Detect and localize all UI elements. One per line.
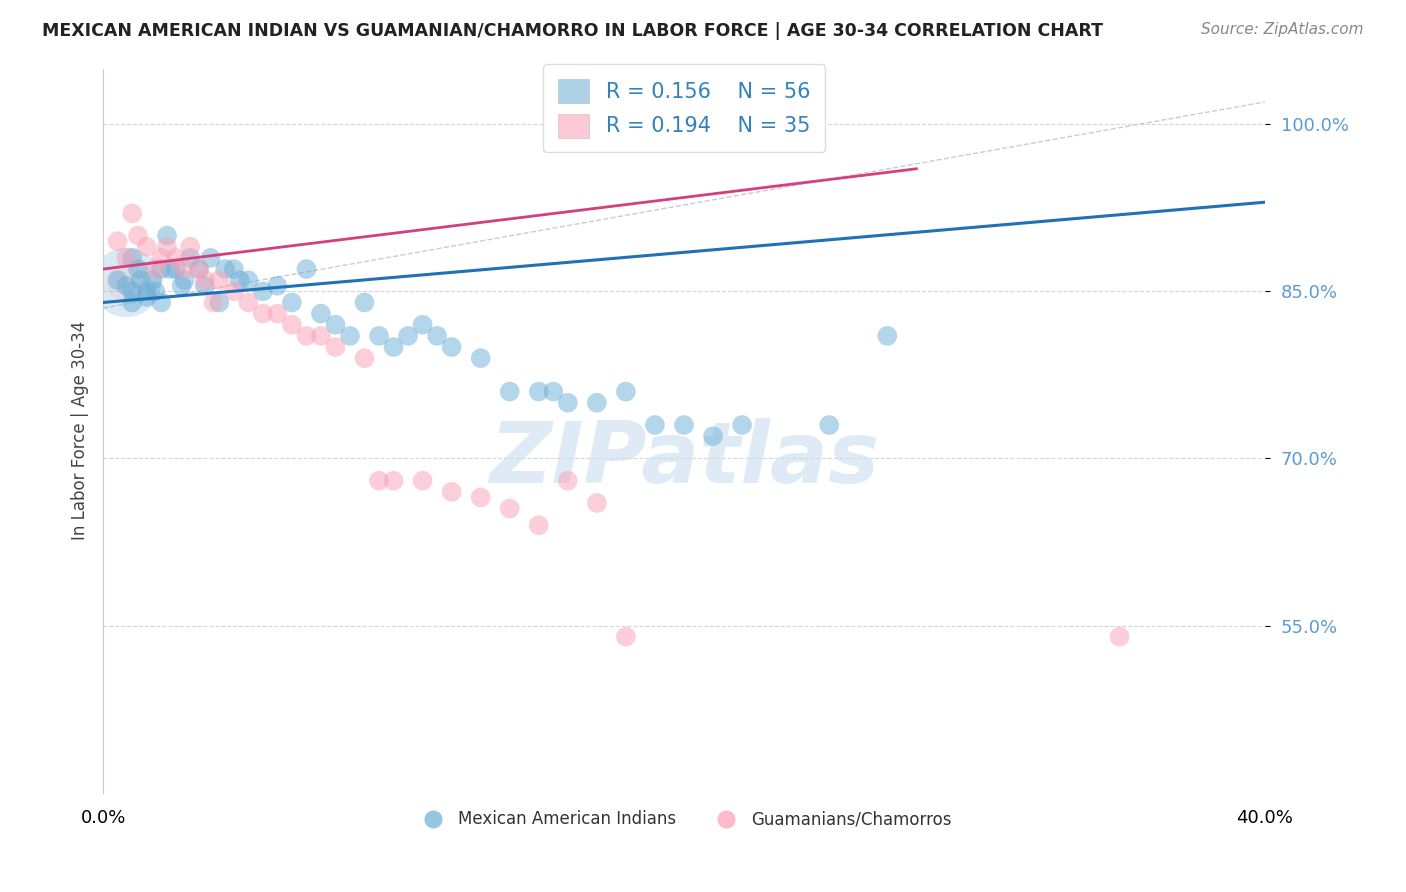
Point (107, 273, 129, 287)
Point (121, 251, 143, 265)
Point (188, 262, 211, 277)
Point (129, 273, 152, 287)
Text: ZIPatlas: ZIPatlas (489, 418, 879, 501)
Point (252, 285, 274, 299)
Point (731, 417, 754, 432)
Point (135, 290, 157, 304)
Point (543, 384, 565, 399)
Point (156, 240, 179, 254)
Point (527, 384, 550, 399)
Point (281, 295, 304, 310)
Point (672, 417, 695, 432)
Point (194, 273, 217, 287)
Point (159, 262, 181, 277)
Point (222, 285, 245, 299)
Point (644, 417, 666, 432)
Point (266, 307, 288, 321)
Point (202, 295, 225, 310)
Point (266, 278, 288, 293)
Point (440, 340, 463, 354)
Point (339, 329, 361, 343)
Point (368, 329, 391, 343)
Legend: Mexican American Indians, Guamanians/Chamorros: Mexican American Indians, Guamanians/Cha… (409, 804, 959, 835)
Point (173, 262, 195, 277)
Point (396, 329, 419, 343)
Point (702, 429, 724, 443)
Point (115, 278, 138, 293)
Point (141, 273, 163, 287)
Point (214, 262, 236, 277)
Point (135, 240, 157, 254)
Point (145, 285, 167, 299)
Text: MEXICAN AMERICAN INDIAN VS GUAMANIAN/CHAMORRO IN LABOR FORCE | AGE 30-34 CORRELA: MEXICAN AMERICAN INDIAN VS GUAMANIAN/CHA… (42, 22, 1104, 40)
Point (188, 262, 211, 277)
Point (150, 251, 173, 265)
Point (586, 496, 609, 510)
Point (115, 251, 138, 265)
Point (382, 474, 405, 488)
Point (309, 307, 332, 321)
Point (107, 234, 129, 248)
Point (295, 262, 318, 277)
Point (238, 273, 260, 287)
Point (194, 278, 217, 293)
Point (281, 318, 304, 332)
Point (252, 307, 274, 321)
Point (121, 285, 143, 299)
Point (309, 329, 332, 343)
Point (127, 228, 149, 243)
Point (208, 273, 231, 287)
Point (368, 474, 391, 488)
Point (586, 395, 609, 409)
Point (179, 240, 201, 254)
Point (527, 518, 550, 533)
Point (200, 251, 222, 265)
Point (127, 262, 149, 277)
Y-axis label: In Labor Force | Age 30-34: In Labor Force | Age 30-34 (72, 321, 89, 541)
Point (165, 262, 187, 277)
Point (325, 340, 347, 354)
Point (426, 329, 449, 343)
Point (145, 262, 167, 277)
Point (150, 262, 173, 277)
Point (135, 285, 157, 299)
Point (470, 491, 492, 505)
Point (156, 228, 179, 243)
Point (170, 278, 193, 293)
Point (412, 474, 434, 488)
Point (173, 273, 195, 287)
Point (121, 206, 143, 220)
Point (222, 262, 245, 277)
Point (499, 501, 522, 516)
Point (115, 276, 138, 290)
Point (557, 395, 579, 409)
Text: Source: ZipAtlas.com: Source: ZipAtlas.com (1201, 22, 1364, 37)
Point (121, 295, 143, 310)
Point (614, 630, 637, 644)
Point (818, 417, 841, 432)
Point (238, 295, 260, 310)
Point (353, 295, 375, 310)
Point (115, 276, 138, 290)
Point (614, 384, 637, 399)
Point (353, 351, 375, 366)
Point (165, 251, 187, 265)
Point (150, 295, 173, 310)
Point (208, 295, 231, 310)
Point (499, 384, 522, 399)
Point (440, 484, 463, 499)
Point (557, 474, 579, 488)
Point (228, 273, 250, 287)
Point (179, 251, 201, 265)
Point (295, 329, 318, 343)
Point (382, 340, 405, 354)
Point (876, 329, 898, 343)
Point (1108, 630, 1130, 644)
Point (412, 318, 434, 332)
Point (470, 351, 492, 366)
Point (325, 318, 347, 332)
